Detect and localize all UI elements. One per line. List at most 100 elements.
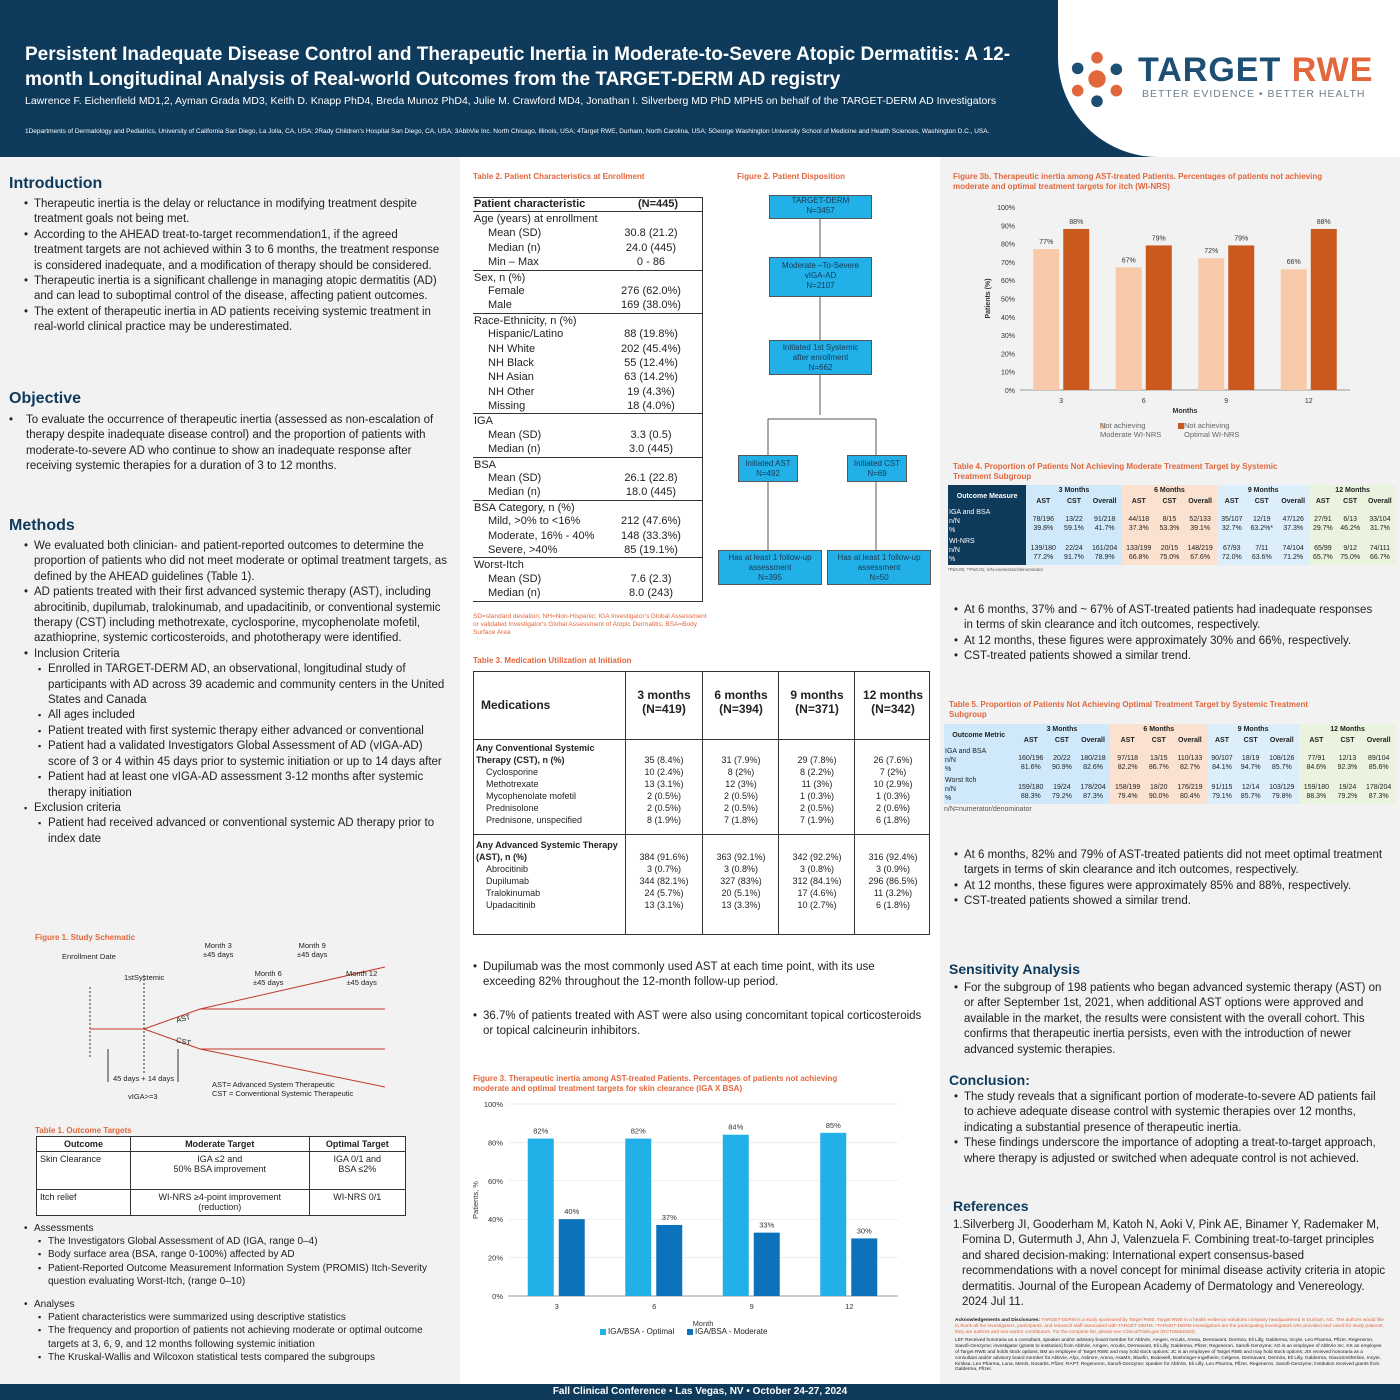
list-item: CST-treated patients showed a similar tr… [954, 894, 1384, 910]
table-cell: 11 (3.2%) [873, 888, 913, 898]
list-item: Dupilumab was the most commonly used AST… [473, 960, 923, 991]
list-item: The study reveals that a significant por… [954, 1090, 1384, 1136]
table-cell: 89/104 85.6% [1361, 746, 1396, 775]
table-header: Medications [481, 698, 551, 712]
table-row: Male 169 (38.0%) [473, 298, 702, 312]
list-item: Body surface area (BSA, range 0-100%) af… [38, 1248, 449, 1261]
table-header: 6 Months [1110, 724, 1208, 735]
y-tick-label: 20% [488, 1254, 503, 1263]
table5-caption: Table 5. Proportion of Patients Not Achi… [949, 700, 1309, 719]
table-row: NH Other 19 (4.3%) [473, 385, 702, 399]
table-cell: Tralokinumab [486, 888, 541, 898]
table-cell: 316 (92.4%) [868, 852, 918, 862]
table-header: 12 Months [1299, 724, 1396, 735]
table-header: 9 Months [1217, 485, 1310, 496]
table-cell: Prednisone, unspecified [486, 815, 583, 825]
table2-caption: Table 2. Patient Characteristics at Enro… [473, 172, 645, 181]
table-cell: 31 (7.9%) [721, 755, 761, 765]
table-cell: 90/107 84.1% [1207, 746, 1237, 775]
list-item: At 12 months, these figures were approxi… [954, 879, 1384, 895]
table1-caption: Table 1. Outcome Targets [35, 1126, 132, 1135]
table-cell: 342 (92.2%) [792, 852, 842, 862]
table-cell: 52/133 39.1% [1183, 507, 1218, 536]
table-cell: 18/20 90.0% [1144, 775, 1173, 804]
x-tick-label: 6 [652, 1302, 656, 1311]
table-header: AST [1309, 496, 1337, 507]
bar [1033, 249, 1060, 390]
data-label: 67% [1122, 257, 1136, 264]
bar [1063, 228, 1090, 390]
table-header: AST [1026, 496, 1061, 507]
table-header: CST [1048, 735, 1076, 746]
y-tick-label: 60% [1001, 278, 1015, 285]
table-cell: Sex, n (%) [474, 271, 526, 284]
table-cell: 77/91 84.6% [1299, 746, 1334, 775]
y-tick-label: 30% [1001, 333, 1015, 340]
table-cell: BSA Category, n (%) [474, 501, 575, 514]
table-cell: 3 (0.9%) [875, 864, 910, 874]
data-label: 40% [564, 1207, 579, 1216]
list-item: Patient-Reported Outcome Measurement Inf… [38, 1262, 449, 1288]
table-cell: 33/104 31.7% [1363, 507, 1396, 536]
x-tick-label: 3 [1059, 398, 1063, 405]
results-table: Outcome Metric 3 Months 6 Months 9 Months 12… [944, 724, 1396, 804]
table-cell: 8 (2%) [727, 767, 755, 777]
bar [527, 1138, 554, 1296]
table-cell: 2 (0.5%) [799, 803, 834, 813]
table-cell: 6 (1.8%) [875, 815, 910, 825]
bar [625, 1138, 652, 1296]
table-header: Overall [1075, 735, 1111, 746]
table-cell: 3 (0.8%) [799, 864, 834, 874]
intro-heading: Introduction [9, 175, 103, 192]
table-header: CST [1246, 496, 1278, 507]
table-cell: Worst Itch n/N % [944, 775, 1014, 804]
acknowledgements: Acknowledgements and Disclosures: TARGET… [955, 1318, 1384, 1373]
table-cell: 29 (7.8%) [797, 755, 837, 765]
table-cell: 20 (5.1%) [721, 888, 761, 898]
list-item: Patient had a validated Investigators Gl… [38, 739, 449, 770]
table-cell: 103/129 79.8% [1264, 775, 1300, 804]
results-table: Outcome Measure 3 Months 6 Months 9 Months 1… [948, 485, 1396, 565]
list-item: Patient had received advanced or convent… [38, 816, 449, 847]
sensitivity-list: For the subgroup of 198 patients who beg… [954, 981, 1384, 1058]
table-cell: 8.0 (243) [628, 587, 674, 600]
disposition-connectors [767, 219, 877, 550]
table-header: 3 Months [1026, 485, 1122, 496]
x-tick-label: 3 [555, 1302, 559, 1311]
table-cell: 63 (14.2%) [624, 371, 678, 384]
objective-text: • To evaluate the occurrence of therapeut… [9, 414, 434, 473]
table-cell: IGA [474, 415, 493, 428]
table-cell: 3 (0.7%) [646, 864, 681, 874]
list-item: The extent of therapeutic inertia in AD … [24, 305, 449, 336]
data-label: 85% [826, 1121, 841, 1130]
table-row: Mild, >0% to <16% 212 (47.6%) [473, 514, 702, 528]
x-tick-label: 12 [845, 1302, 853, 1311]
table-header: Moderate Target [129, 1136, 310, 1152]
table-cell: 18 (4.0%) [627, 400, 675, 413]
table-cell: 108/126 85.7% [1264, 746, 1300, 775]
disposition-box: Initiated CST N=69 [847, 455, 907, 482]
target-rwe-logo: TARGET RWE BETTER EVIDENCE • BETTER HEAL… [1058, 0, 1400, 157]
table-cell: Hispanic/Latino [488, 328, 564, 341]
table-cell: 159/180 88.3% [1013, 775, 1049, 804]
sensitivity-heading: Sensitivity Analysis [949, 961, 1080, 977]
table-cell: 161/204 78.9% [1087, 536, 1122, 565]
table-cell: 2 (0.5%) [723, 791, 758, 801]
table-header: 9 Months [1207, 724, 1300, 735]
table-header: 6 Months [1121, 485, 1218, 496]
table-cell: 312 (84.1%) [792, 876, 842, 886]
disposition-box: Initiated AST N=492 [738, 455, 798, 482]
table-cell: 2 (0.5%) [646, 791, 681, 801]
table-header: AST [1110, 735, 1145, 746]
table-header: Overall [1277, 496, 1310, 507]
table-cell: IGA 0/1 and BSA ≤2% [308, 1151, 407, 1190]
list-item: 36.7% of patients treated with AST were … [473, 1009, 923, 1040]
table-cell: Upadacitinib [486, 900, 536, 910]
table-cell: 13 (3.3%) [721, 900, 761, 910]
table-cell: WI-NRS 0/1 [308, 1189, 407, 1216]
table-cell: 74/111 66.7% [1363, 536, 1396, 565]
table-cell: 3 (0.8%) [723, 864, 758, 874]
table-footnote: *P≤0.05; **P≤0.01; n/N=numerator/denomin… [948, 567, 1044, 572]
table-cell: Median (n) [488, 486, 541, 499]
list-item: Therapeutic inertia is a significant cha… [24, 274, 449, 305]
